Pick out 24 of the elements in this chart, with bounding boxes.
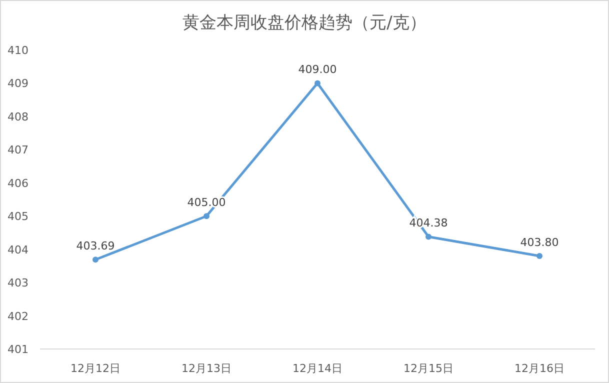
y-tick-label: 407 [8, 144, 28, 157]
y-tick-label: 406 [8, 176, 28, 190]
point [314, 80, 320, 86]
x-tick-label: 12月15日 [404, 362, 454, 375]
y-tick-label: 408 [8, 110, 28, 124]
x-tick-label: 12月14日 [292, 362, 342, 375]
point [204, 213, 210, 220]
y-tick-label: 402 [8, 310, 28, 323]
point [92, 256, 98, 263]
y-tick-label: 410 [8, 44, 28, 57]
data-label: 403.69 [76, 240, 115, 253]
y-tick-label: 401 [8, 343, 28, 356]
x-tick-label: 12月12日 [70, 362, 120, 375]
y-tick-label: 405 [8, 210, 28, 224]
x-tick-label: 12月13日 [182, 362, 232, 375]
chart-title: 黄金本周收盘价格趋势（元/克） [182, 13, 426, 33]
data-label: 409.00 [298, 63, 337, 76]
y-tick-label: 409 [8, 77, 28, 90]
point [536, 252, 542, 259]
data-label: 403.80 [520, 236, 559, 249]
y-tick-label: 403 [8, 276, 28, 290]
point [426, 234, 432, 240]
y-tick-label: 404 [8, 243, 28, 256]
x-tick-label: 12月16日 [514, 362, 564, 375]
